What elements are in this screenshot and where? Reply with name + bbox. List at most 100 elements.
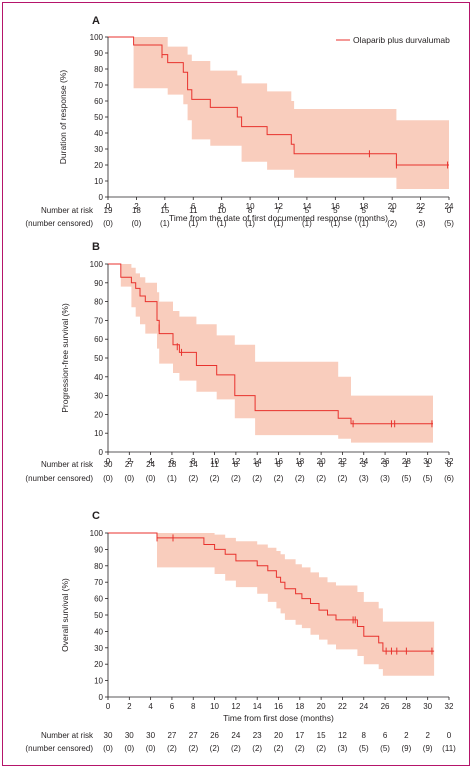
y-tick-label: 30	[94, 392, 103, 401]
risk-censored: (2)	[210, 744, 220, 753]
x-tick-label: 0	[106, 702, 111, 711]
risk-censored: (2)	[252, 744, 262, 753]
x-tick-label: 14	[302, 202, 311, 211]
risk-censored: (0)	[124, 474, 134, 483]
risk-number: 2	[404, 731, 409, 740]
risk-number: 10	[217, 206, 226, 215]
risk-number: 6	[255, 460, 260, 469]
risk-number: 6	[319, 460, 324, 469]
risk-number: 15	[317, 731, 326, 740]
risk-censored: (1)	[274, 219, 284, 228]
risk-censored: (5)	[359, 744, 369, 753]
x-tick-label: 8	[191, 457, 196, 466]
risk-censored: (1)	[302, 219, 312, 228]
risk-censored: (5)	[401, 474, 411, 483]
x-tick-label: 20	[388, 202, 397, 211]
risk-number: 26	[210, 731, 219, 740]
confidence-band	[108, 264, 433, 443]
y-tick-label: 70	[94, 316, 103, 325]
panel-label: B	[92, 241, 100, 253]
risk-number: 2	[418, 206, 423, 215]
survival-curve	[108, 36, 449, 166]
y-tick-label: 90	[94, 49, 103, 58]
x-tick-label: 16	[274, 457, 283, 466]
y-tick-label: 80	[94, 562, 103, 571]
risk-censored: (0)	[103, 219, 113, 228]
risk-censored: (6)	[444, 474, 454, 483]
x-tick-label: 20	[317, 457, 326, 466]
y-axis-label: Overall survival (%)	[60, 578, 70, 652]
risk-censored: (2)	[316, 744, 326, 753]
risk-number: 30	[146, 731, 155, 740]
risk-number: 6	[276, 460, 281, 469]
y-tick-label: 100	[90, 260, 104, 269]
risk-censored: (2)	[274, 474, 284, 483]
risk-label-censored: (number censored)	[25, 219, 93, 228]
x-axis-label: Time from first dose (months)	[223, 713, 334, 723]
y-tick-label: 10	[94, 177, 103, 186]
risk-number: 11	[210, 460, 219, 469]
risk-censored: (2)	[295, 744, 305, 753]
survival-curve	[108, 263, 433, 425]
x-axis-label: Time from the date of first documented r…	[169, 213, 388, 223]
risk-censored: (2)	[210, 474, 220, 483]
y-tick-label: 100	[90, 529, 104, 538]
risk-number: 24	[231, 731, 240, 740]
risk-number: 27	[167, 731, 176, 740]
risk-censored: (0)	[146, 744, 156, 753]
y-tick-label: 80	[94, 65, 103, 74]
x-tick-label: 4	[148, 457, 153, 466]
x-tick-label: 32	[445, 457, 454, 466]
risk-number: 12	[338, 731, 347, 740]
x-tick-label: 12	[274, 202, 283, 211]
risk-censored: (11)	[442, 744, 456, 753]
x-tick-label: 18	[295, 702, 304, 711]
x-tick-label: 14	[253, 457, 262, 466]
risk-censored: (2)	[231, 744, 241, 753]
y-axis-label: Duration of response (%)	[58, 70, 68, 165]
risk-censored: (1)	[359, 219, 369, 228]
x-tick-label: 4	[148, 702, 153, 711]
confidence-band	[108, 37, 449, 189]
risk-censored: (1)	[160, 219, 170, 228]
risk-number: 2	[425, 731, 430, 740]
risk-censored: (0)	[103, 474, 113, 483]
x-tick-label: 30	[423, 702, 432, 711]
x-tick-label: 0	[106, 457, 111, 466]
x-tick-label: 12	[231, 702, 240, 711]
y-tick-label: 70	[94, 81, 103, 90]
risk-number: 17	[295, 731, 304, 740]
x-tick-label: 28	[402, 457, 411, 466]
risk-label-at-risk: Number at risk	[41, 206, 94, 215]
y-tick-label: 50	[94, 113, 103, 122]
risk-number: 24	[146, 460, 155, 469]
risk-censored: (1)	[217, 219, 227, 228]
risk-censored: (9)	[401, 744, 411, 753]
y-tick-label: 50	[94, 354, 103, 363]
survival-curve	[108, 532, 435, 652]
x-tick-label: 10	[210, 702, 219, 711]
risk-number: 18	[132, 206, 141, 215]
x-tick-label: 18	[359, 202, 368, 211]
risk-censored: (0)	[124, 744, 134, 753]
y-tick-label: 0	[99, 693, 104, 702]
risk-number: 30	[125, 731, 134, 740]
risk-number: 14	[189, 460, 198, 469]
risk-number: 7	[276, 206, 281, 215]
risk-censored: (3)	[380, 474, 390, 483]
risk-number: 0	[447, 731, 452, 740]
x-tick-label: 32	[445, 702, 454, 711]
risk-number: 20	[274, 731, 283, 740]
risk-number: 0	[447, 206, 452, 215]
figure-frame	[2, 2, 470, 766]
risk-censored: (0)	[146, 474, 156, 483]
x-tick-label: 26	[381, 702, 390, 711]
y-tick-label: 20	[94, 410, 103, 419]
risk-censored: (3)	[338, 744, 348, 753]
x-tick-label: 8	[219, 202, 224, 211]
x-tick-label: 10	[246, 202, 255, 211]
risk-number: 6	[383, 731, 388, 740]
y-tick-label: 0	[99, 448, 104, 457]
